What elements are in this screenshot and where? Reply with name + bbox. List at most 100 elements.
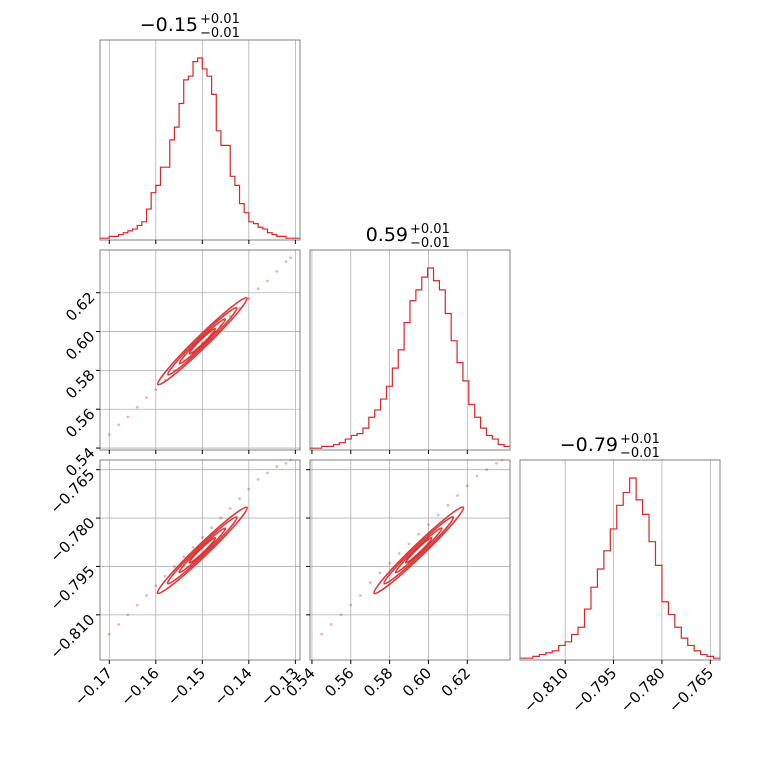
x-tick-label-0-1: −0.16 [117, 664, 162, 709]
pair-point-0-15 [247, 297, 251, 300]
pair-point-1-18 [275, 465, 279, 468]
pair-point-1-15 [247, 487, 251, 491]
pair-point-2-6 [378, 571, 382, 575]
pair-point-0-3 [135, 405, 139, 409]
pair-point-1-7 [173, 565, 176, 568]
pair-point-2-3 [349, 603, 353, 607]
hist-title-main-2: −0.79 [560, 434, 618, 456]
pair-point-2-15 [465, 484, 469, 488]
x-tick-label-1-3: 0.60 [399, 664, 435, 700]
y-tick-label-1-2: 0.58 [62, 366, 98, 402]
hist-series-1 [310, 267, 510, 449]
pair-point-2-17 [485, 468, 489, 472]
hist-panel-0: −0.15 +0.01−0.01 [99, 12, 301, 244]
hist-title-1: 0.59 +0.01−0.01 [366, 222, 450, 251]
hist-panel-2: −0.79 +0.01−0.01 [519, 432, 721, 664]
x-tick-label-0-2: −0.15 [164, 664, 209, 709]
pair-contour-1-3 [188, 536, 217, 564]
pair-panel-1-0 [96, 249, 301, 454]
pair-point-1-13 [228, 506, 232, 510]
pair-point-1-1 [117, 623, 121, 626]
pair-point-1-5 [154, 584, 158, 588]
pair-contour-2-2 [394, 527, 443, 574]
pair-point-2-8 [397, 552, 401, 555]
pair-point-1-14 [238, 497, 241, 501]
pair-point-1-0 [107, 632, 111, 636]
pair-point-0-5 [154, 388, 158, 392]
pair-point-2-13 [446, 503, 450, 507]
pair-contour-2-1 [383, 516, 455, 585]
y-tick-label-2-2: −0.780 [47, 514, 99, 566]
hist-title-sup-0: +0.01 [200, 12, 240, 27]
pair-contour-1-2 [178, 527, 227, 574]
hist-title-sub-2: −0.01 [620, 446, 660, 461]
pair-point-1-19 [284, 461, 288, 465]
pair-frame-2 [309, 459, 511, 661]
pair-point-2-12 [436, 513, 440, 517]
x-tick-label-2-2: −0.780 [617, 664, 669, 716]
pair-contour-1-0 [156, 506, 249, 595]
pair-point-1-8 [182, 555, 186, 559]
pair-point-1-11 [210, 526, 214, 530]
hist-panel-1: 0.59 +0.01−0.01 [309, 222, 511, 454]
x-tick-label-0-0: −0.17 [71, 664, 116, 709]
hist-title-2: −0.79 +0.01−0.01 [560, 432, 660, 461]
y-tick-label-2-0: −0.810 [47, 611, 99, 663]
pair-point-0-18 [275, 269, 279, 273]
pair-point-0-2 [126, 415, 130, 419]
pair-point-1-6 [163, 574, 167, 578]
hist-title-sub-1: −0.01 [410, 236, 450, 251]
pair-point-1-2 [126, 613, 130, 617]
pair-point-0-17 [266, 279, 269, 283]
hist-frame-0 [99, 39, 301, 241]
y-tick-label-1-1: 0.56 [62, 405, 98, 441]
y-tick-label-1-4: 0.62 [62, 288, 98, 324]
hist-title-main-0: −0.15 [140, 14, 198, 36]
pair-point-1-4 [145, 594, 148, 597]
pair-point-2-14 [456, 494, 459, 497]
pair-point-1-10 [200, 536, 204, 539]
hist-series-2 [520, 477, 720, 659]
pair-point-2-9 [407, 542, 411, 546]
pair-point-0-19 [284, 260, 288, 264]
hist-title-0: −0.15 +0.01−0.01 [140, 12, 240, 41]
hist-frame-2 [519, 459, 721, 661]
pair-point-2-10 [417, 532, 421, 536]
pair-point-0-0 [107, 433, 111, 436]
hist-title-sub-0: −0.01 [200, 26, 240, 41]
x-tick-label-2-1: −0.795 [568, 664, 620, 716]
pair-point-2-0 [320, 632, 324, 636]
pair-point-1-16 [256, 477, 260, 481]
pair-point-0-4 [145, 396, 148, 399]
pair-contour-2-0 [373, 506, 465, 595]
y-tick-label-2-1: −0.795 [47, 562, 99, 614]
x-tick-label-2-0: −0.810 [520, 664, 572, 716]
hist-title-main-1: 0.59 [366, 224, 408, 246]
pair-point-2-16 [475, 474, 479, 478]
pair-panel-2-1 [306, 458, 511, 664]
pair-point-2-7 [388, 561, 392, 565]
y-tick-label-1-3: 0.60 [62, 327, 98, 363]
pair-frame-1 [99, 459, 301, 661]
x-tick-label-1-4: 0.62 [438, 664, 474, 700]
hist-series-0 [100, 57, 300, 239]
x-tick-label-0-3: −0.14 [210, 664, 255, 709]
hist-title-sup-2: +0.01 [620, 432, 660, 447]
pair-point-0-16 [256, 287, 260, 291]
pair-point-2-5 [368, 581, 372, 584]
pair-contour-0-2 [178, 318, 227, 365]
pair-point-1-9 [191, 545, 195, 549]
pair-panel-2-0 [96, 458, 301, 664]
pair-point-2-18 [495, 461, 498, 465]
pair-point-2-4 [359, 594, 362, 597]
pair-contour-0-0 [156, 296, 248, 386]
x-tick-label-1-1: 0.56 [321, 664, 357, 700]
pair-point-2-11 [427, 523, 430, 526]
pair-point-0-1 [117, 423, 121, 427]
pair-point-1-12 [219, 516, 223, 520]
pair-contour-1-1 [166, 516, 238, 585]
pair-contour-0-1 [166, 306, 238, 376]
pair-point-1-3 [135, 603, 139, 607]
x-tick-label-2-3: −0.765 [665, 664, 717, 716]
